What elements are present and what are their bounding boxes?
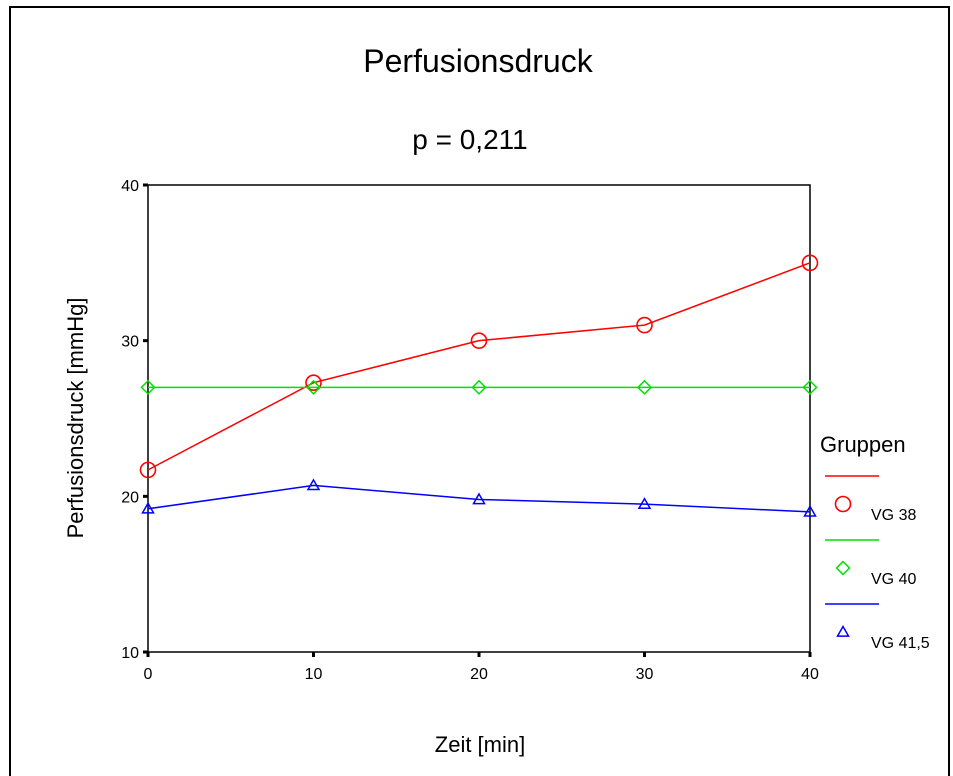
data-point bbox=[470, 332, 488, 349]
data-point bbox=[141, 501, 155, 514]
legend-marker bbox=[835, 560, 851, 576]
y-axis-label: Perfusionsdruck [mmHg] bbox=[63, 298, 88, 539]
legend-marker bbox=[836, 624, 850, 637]
legend: Gruppen VG 38 VG 40 VG 41,5 bbox=[820, 432, 930, 652]
data-point bbox=[637, 497, 652, 509]
data-point bbox=[801, 254, 819, 272]
series-layer bbox=[139, 254, 819, 517]
plot-area bbox=[147, 184, 811, 653]
data-point bbox=[802, 379, 818, 395]
x-axis: 0 10 20 30 40 bbox=[144, 652, 819, 683]
y-tick-label: 30 bbox=[121, 334, 139, 351]
data-point bbox=[636, 379, 653, 395]
data-point bbox=[472, 492, 486, 505]
series-line-3 bbox=[147, 484, 811, 513]
y-tick-label: 10 bbox=[121, 645, 139, 662]
y-tick-label: 40 bbox=[121, 178, 139, 195]
legend-marker bbox=[834, 495, 852, 513]
data-point bbox=[471, 379, 487, 395]
x-tick-label: 20 bbox=[470, 666, 488, 683]
x-tick-label: 40 bbox=[801, 666, 819, 683]
data-point bbox=[306, 478, 321, 491]
legend-title: Gruppen bbox=[820, 432, 906, 457]
x-tick-label: 0 bbox=[144, 666, 153, 683]
legend-label: VG 38 bbox=[871, 507, 916, 524]
chart-title: Perfusionsdruck bbox=[363, 43, 593, 79]
series-line-1 bbox=[147, 262, 811, 471]
legend-label: VG 40 bbox=[871, 571, 916, 588]
x-tick-label: 30 bbox=[636, 666, 654, 683]
x-axis-label: Zeit [min] bbox=[435, 732, 525, 757]
y-tick-label: 20 bbox=[121, 489, 139, 506]
y-axis: 10 20 30 40 bbox=[121, 178, 148, 662]
x-tick-label: 10 bbox=[305, 666, 323, 683]
legend-label: VG 41,5 bbox=[871, 635, 930, 652]
data-point bbox=[305, 379, 322, 395]
data-point bbox=[140, 379, 156, 395]
data-point bbox=[636, 316, 653, 334]
chart-subtitle: p = 0,211 bbox=[412, 124, 527, 155]
data-point bbox=[803, 504, 817, 517]
chart-frame bbox=[9, 6, 950, 776]
data-point bbox=[305, 374, 322, 391]
data-point bbox=[139, 461, 157, 479]
